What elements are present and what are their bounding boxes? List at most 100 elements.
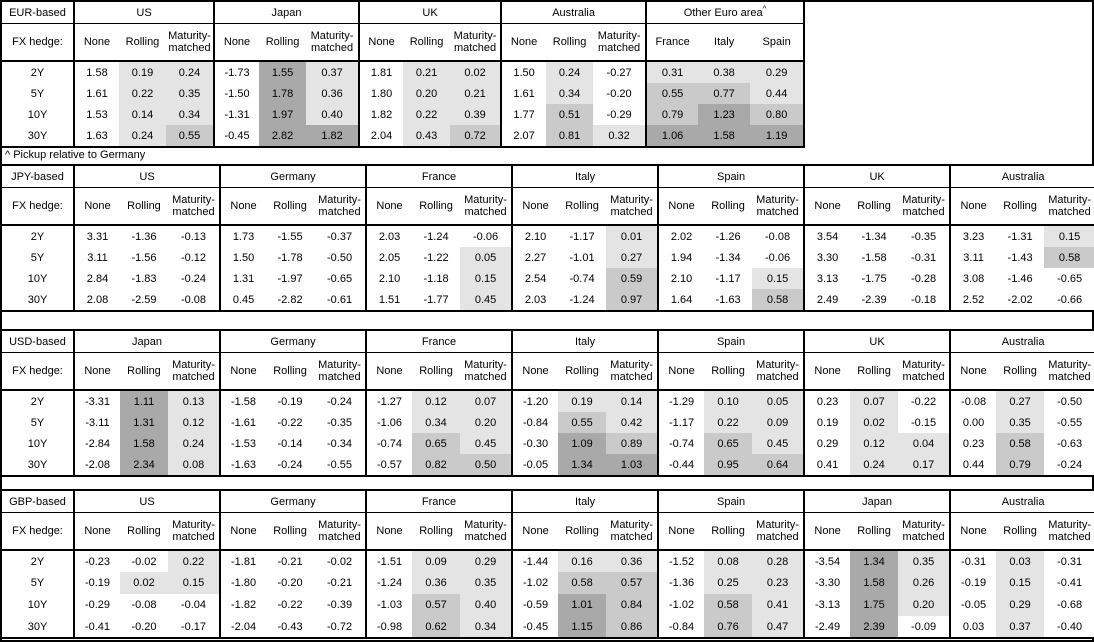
value-cell: -0.23 — [73, 550, 120, 572]
value-cell: -1.31 — [213, 104, 260, 125]
country-header: Other Euro area^ — [645, 1, 805, 24]
column-header: None — [949, 352, 997, 391]
value-cell: -0.31 — [911, 251, 937, 264]
value-cell: -0.27 — [606, 66, 632, 79]
column-header: Maturity-matched — [752, 512, 805, 551]
value-cell: 1.75 — [850, 594, 899, 616]
value-cell: 0.81 — [546, 125, 594, 147]
value-cell: 0.42 — [606, 412, 659, 433]
value-cell: 0.34 — [166, 104, 215, 125]
tenor-label: 2Y — [1, 61, 75, 83]
value-cell: -1.27 — [365, 390, 413, 412]
value-cell: -0.63 — [1057, 437, 1083, 450]
tenor-label: 10Y — [1, 433, 75, 454]
data-row-10y: 10Y -0.29 -0.08 -0.04 -1.82 -0.22 -0.39 -1.03 0.… — [1, 594, 1094, 616]
base-currency-label: JPY-based — [1, 165, 75, 188]
country-header: Japan — [213, 1, 360, 24]
value-cell: 0.37 — [996, 616, 1045, 638]
value-cell: -0.17 — [180, 620, 207, 633]
value-cell: 0.36 — [412, 572, 461, 594]
value-cell: 0.62 — [412, 616, 461, 638]
value-cell: -0.68 — [1057, 599, 1083, 611]
column-header: Maturity-matched — [450, 23, 502, 62]
value-cell: 0.35 — [460, 572, 513, 594]
value-cell: -0.24 — [277, 458, 303, 471]
value-cell: -1.52 — [657, 550, 705, 572]
column-header: Rolling — [120, 352, 168, 391]
column-header: Maturity-matched — [314, 352, 367, 391]
value-cell: 0.24 — [168, 433, 221, 454]
value-cell: 0.16 — [558, 550, 607, 572]
value-cell: 0.55 — [558, 412, 607, 433]
value-cell: 2.52 — [949, 289, 997, 311]
value-cell: 1.58 — [73, 61, 119, 83]
value-cell: 0.03 — [996, 550, 1045, 572]
value-cell: -0.50 — [326, 251, 353, 264]
column-header: Rolling — [996, 512, 1045, 551]
column-header: Maturity-matched — [314, 512, 367, 551]
base-currency-label: USD-based — [1, 330, 75, 353]
column-header: Rolling — [558, 187, 607, 226]
value-cell: 1.61 — [500, 83, 547, 104]
value-cell: 0.19 — [558, 390, 607, 412]
fx-hedge-label: FX hedge: — [1, 512, 75, 551]
value-cell: -0.20 — [131, 620, 157, 633]
footnote-marker: ^ — [762, 3, 767, 13]
value-cell: -1.34 — [715, 251, 741, 264]
value-cell: -0.18 — [911, 293, 937, 306]
value-cell: 0.12 — [168, 412, 221, 433]
value-cell: -0.35 — [326, 416, 353, 429]
column-header: Rolling — [403, 23, 451, 62]
value-cell: 0.58 — [558, 572, 607, 594]
value-cell: 0.79 — [996, 454, 1045, 476]
value-cell: 1.50 — [219, 247, 267, 268]
value-cell: -3.13 — [803, 594, 851, 616]
value-cell: 2.49 — [803, 289, 851, 311]
value-cell: 2.10 — [511, 225, 559, 247]
value-cell: -0.34 — [326, 437, 353, 450]
country-header: Germany — [219, 490, 367, 513]
data-row-30y: 30Y -2.08 2.34 0.08 -1.63 -0.24 -0.55 -0.57 0.82… — [1, 454, 1094, 476]
frame-left — [0, 0, 2, 642]
value-cell: -0.20 — [606, 87, 632, 100]
value-cell: 0.29 — [803, 433, 851, 454]
value-cell: -2.84 — [73, 433, 120, 454]
value-cell: 0.23 — [752, 572, 805, 594]
value-cell: 1.09 — [558, 433, 607, 454]
tenor-label: 5Y — [1, 247, 75, 268]
value-cell: 0.58 — [704, 594, 753, 616]
value-cell: 0.36 — [606, 550, 659, 572]
value-cell: -1.56 — [131, 251, 157, 264]
frame-right — [1092, 0, 1094, 642]
column-header: Maturity-matched — [752, 352, 805, 391]
column-header: Maturity-matched — [306, 23, 360, 62]
value-cell: -0.65 — [326, 272, 353, 285]
value-cell: -0.21 — [326, 577, 353, 589]
value-cell: 0.23 — [803, 390, 851, 412]
value-cell: -1.24 — [365, 572, 413, 594]
country-header: Germany — [219, 165, 367, 188]
value-cell: -1.22 — [423, 251, 449, 264]
value-cell: 0.15 — [168, 572, 221, 594]
value-cell: -1.26 — [715, 230, 741, 243]
tenor-label: 2Y — [1, 550, 75, 572]
column-header: None — [657, 352, 705, 391]
column-header: None — [73, 352, 120, 391]
value-cell: 0.22 — [119, 83, 166, 104]
value-cell: 1.82 — [358, 104, 404, 125]
value-cell: 1.94 — [657, 247, 705, 268]
data-row-30y: 30Y 1.63 0.24 0.55 -0.45 2.82 1.82 2.04 0.43 0.72… — [1, 125, 805, 147]
column-header: Rolling — [558, 352, 607, 391]
data-row-10y: 10Y -2.84 1.58 0.24 -1.53 -0.14 -0.34 -0.74 0.65… — [1, 433, 1094, 454]
value-cell: 0.55 — [166, 125, 215, 147]
table-eur-based: EUR-based US Japan UK Australia Other Euro ar… — [0, 0, 806, 148]
column-header: Maturity-matched — [1044, 187, 1094, 226]
value-cell: 0.14 — [119, 104, 166, 125]
data-row-5y: 5Y 3.11 -1.56 -0.12 1.50 -1.78 -0.50 2.05 -1.22 0… — [1, 247, 1094, 268]
value-cell: 0.14 — [606, 390, 659, 412]
value-cell: 1.61 — [73, 83, 119, 104]
column-header: Rolling — [412, 187, 461, 226]
value-cell: 0.22 — [704, 412, 753, 433]
value-cell: -1.83 — [131, 272, 157, 285]
value-cell: 0.47 — [752, 616, 805, 638]
